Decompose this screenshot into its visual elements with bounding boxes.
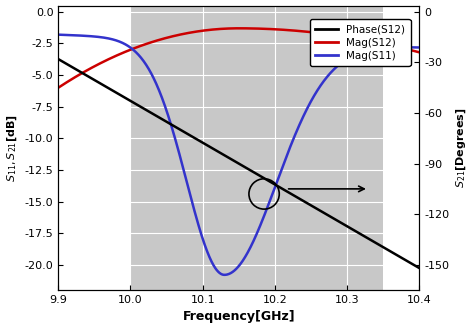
Y-axis label: $S_{21}$[Degrees]: $S_{21}$[Degrees] <box>455 108 468 188</box>
X-axis label: Frequency[GHz]: Frequency[GHz] <box>182 311 295 323</box>
Y-axis label: $S_{11},S_{21}$[dB]: $S_{11},S_{21}$[dB] <box>6 114 19 182</box>
Bar <box>130 6 383 290</box>
Legend: Phase(S12), Mag(S12), Mag(S11): Phase(S12), Mag(S12), Mag(S11) <box>310 19 410 66</box>
